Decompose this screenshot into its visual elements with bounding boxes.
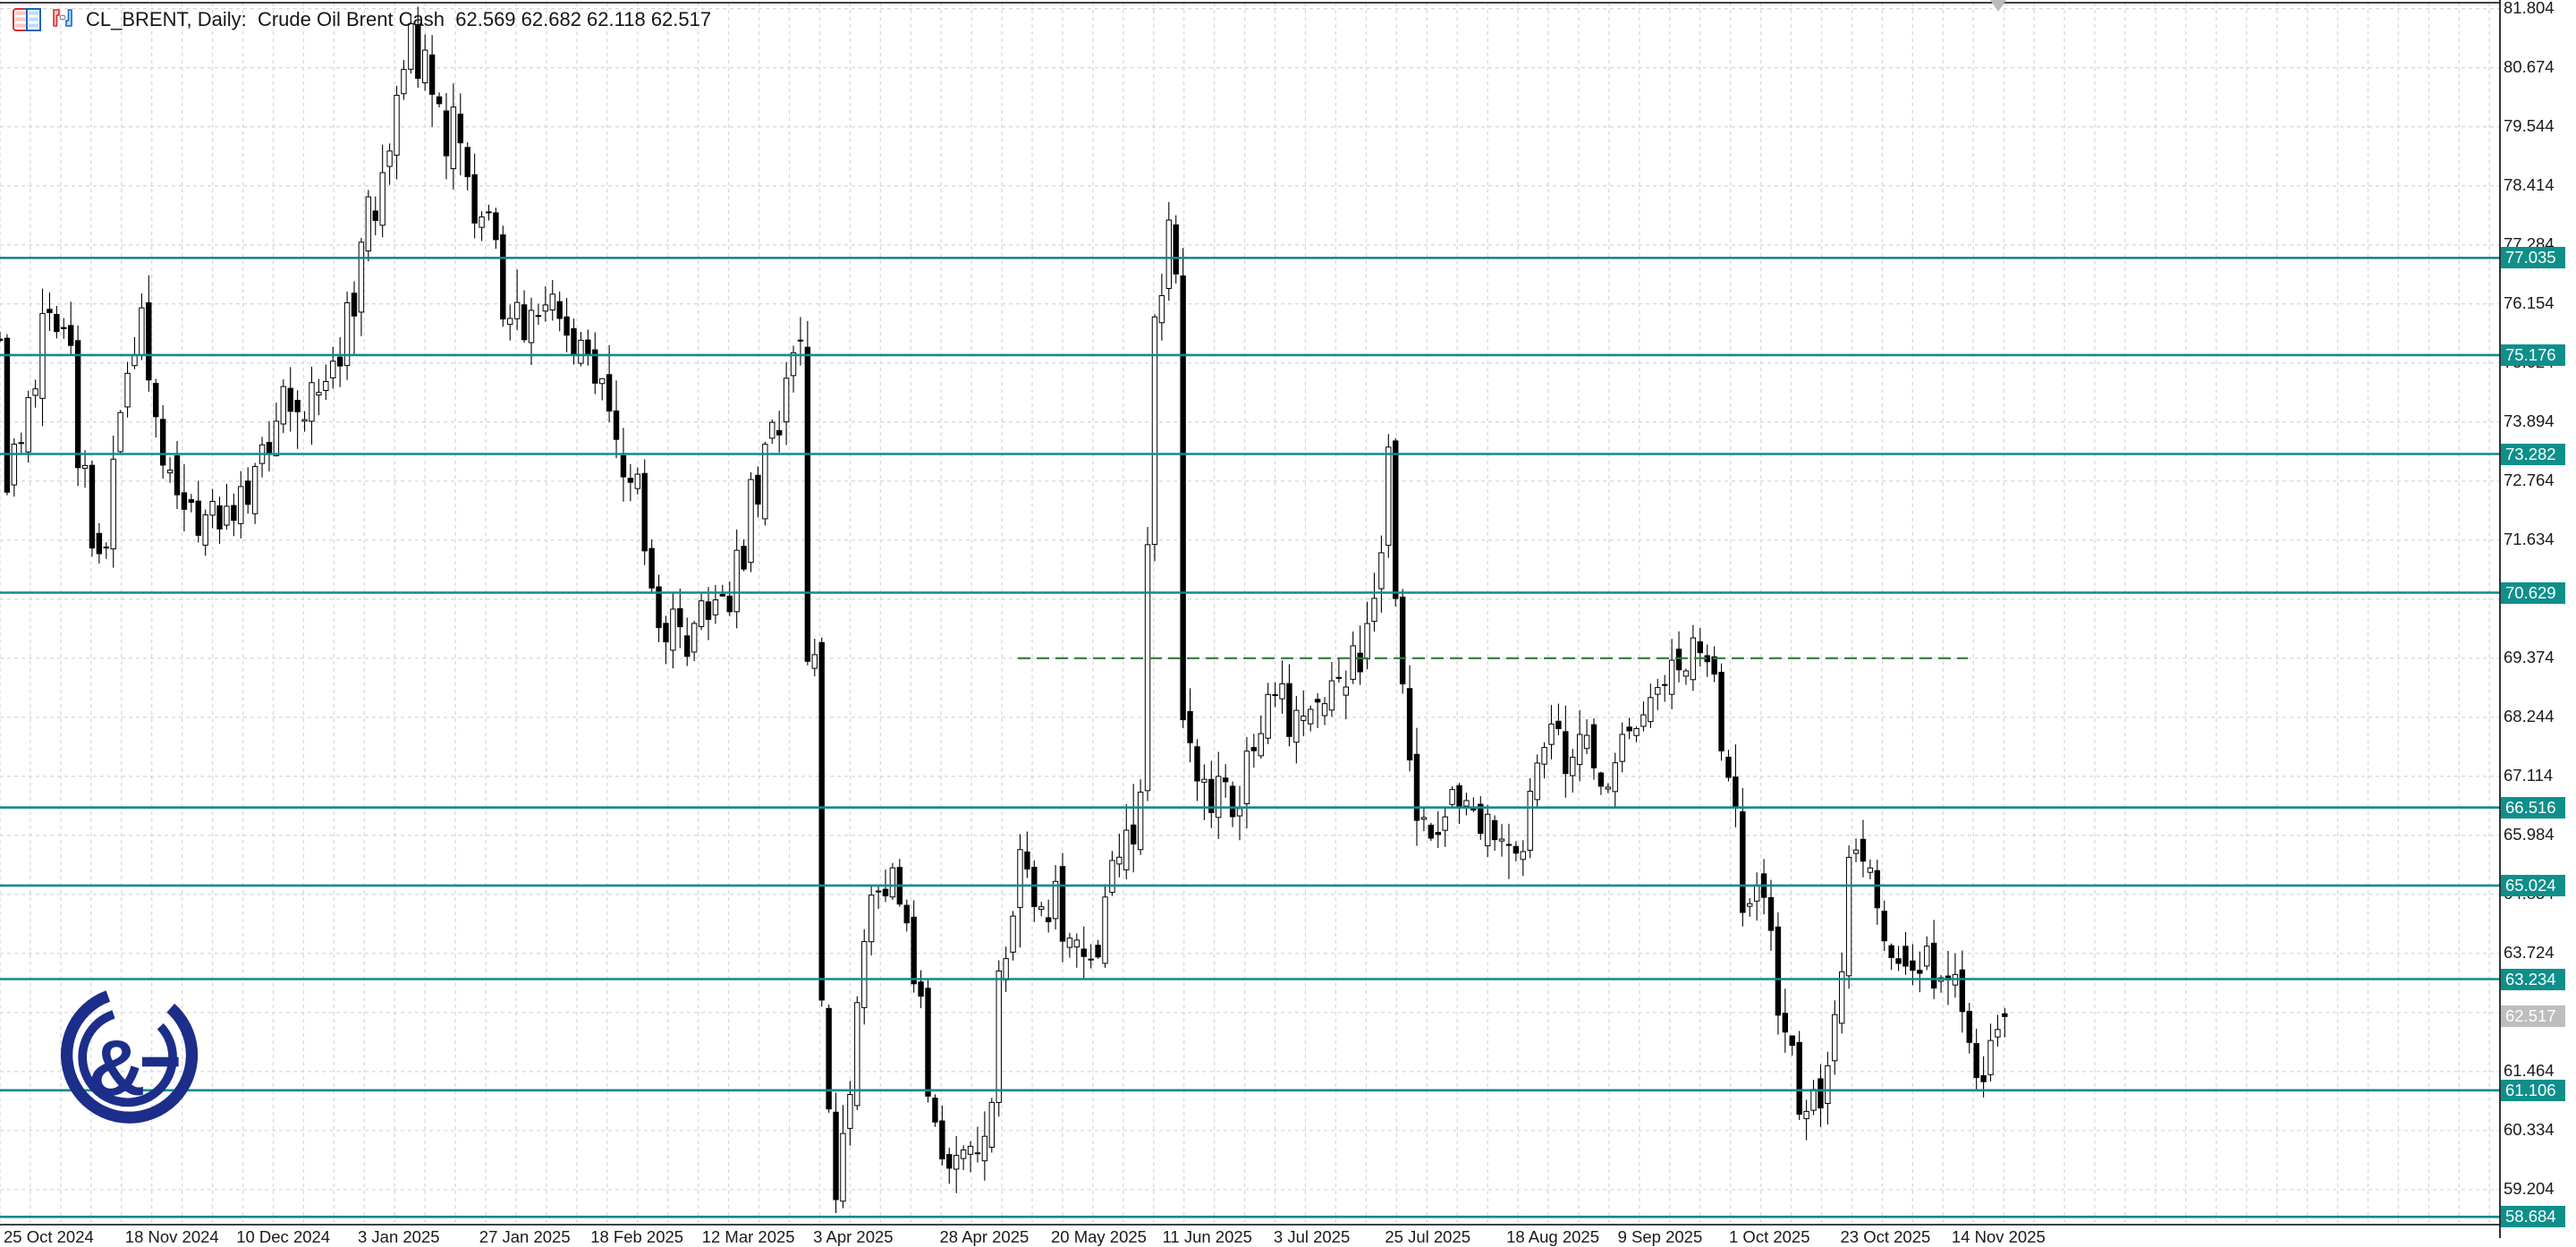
svg-text:&: & <box>89 1023 146 1112</box>
